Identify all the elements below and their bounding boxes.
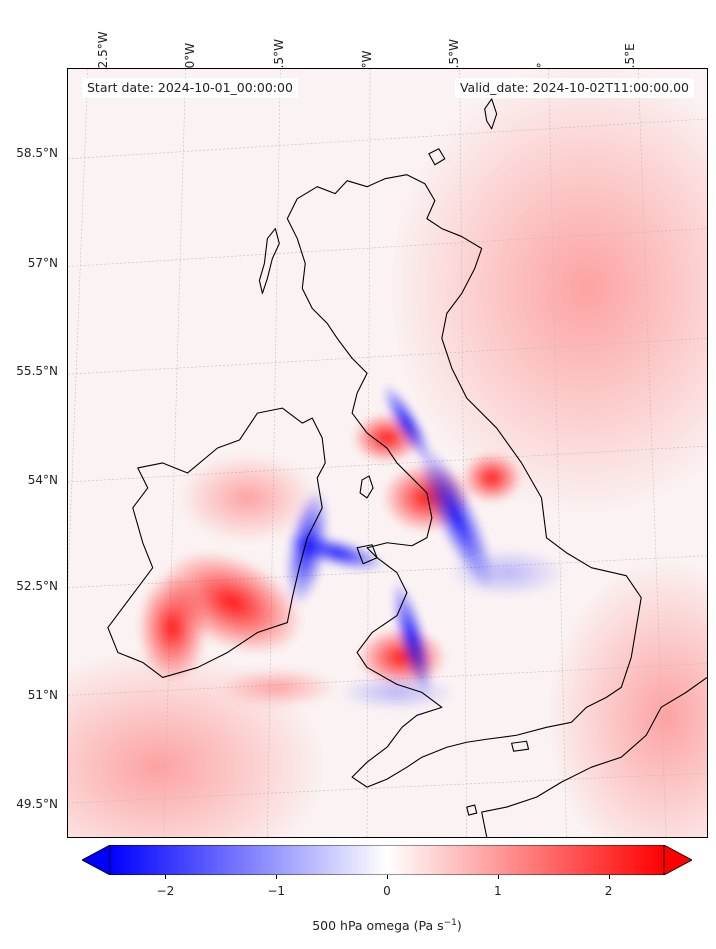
colorbar-tick-label: 2 [604, 884, 613, 898]
colorbar-tickmark [276, 875, 278, 879]
coastline-orkney [428, 148, 446, 166]
omega-field-plot [68, 69, 707, 837]
omega-anomalies [137, 383, 567, 711]
valid-date-label: Valid_date: 2024-10-02T11:00:00.00 [454, 78, 694, 98]
colorbar-gradient [109, 845, 665, 875]
colorbar-tickmark [608, 875, 610, 879]
lat-label-55-5n: 55.5°N [16, 364, 58, 378]
coastline-channel-islands [466, 804, 478, 816]
coastline-shetland [484, 98, 498, 130]
colorbar-extend-min [82, 845, 111, 875]
lat-label-54n: 54°N [27, 473, 58, 487]
lat-label-57n: 57°N [27, 256, 58, 270]
omega-map [67, 68, 708, 838]
coastline-ireland [107, 407, 326, 678]
colorbar-tickmark [165, 875, 167, 879]
coastline-great-britain [286, 174, 642, 788]
colorbar-tickmark [497, 875, 499, 879]
coastline-isle-of-man [359, 475, 374, 499]
colorbar-tick-label: −1 [267, 884, 286, 898]
lat-label-52-5n: 52.5°N [16, 579, 58, 593]
coastline-anglesey [356, 544, 378, 565]
coastline-france [481, 676, 707, 837]
colorbar-tickmark [387, 875, 388, 879]
field-region-southeast [546, 557, 707, 837]
lat-label-49-5n: 49.5°N [16, 797, 58, 811]
lat-label-58-5n: 58.5°N [16, 146, 58, 160]
field-region-northeast [387, 69, 707, 518]
colorbar [82, 845, 692, 875]
colorbar-label: 500 hPa omega (Pa s−1) [312, 918, 462, 934]
start-date-label: Start date: 2024-10-01_00:00:00 [82, 78, 298, 98]
coastline-isle-of-wight [511, 740, 530, 752]
colorbar-tick-label: 0 [383, 884, 391, 898]
coastline-western-isles [258, 228, 280, 294]
colorbar-extend-max [663, 845, 692, 875]
coastlines [107, 98, 707, 837]
colorbar-tick-label: −2 [156, 884, 175, 898]
lat-label-51n: 51°N [27, 688, 58, 702]
colorbar-tick-label: 1 [493, 884, 502, 898]
